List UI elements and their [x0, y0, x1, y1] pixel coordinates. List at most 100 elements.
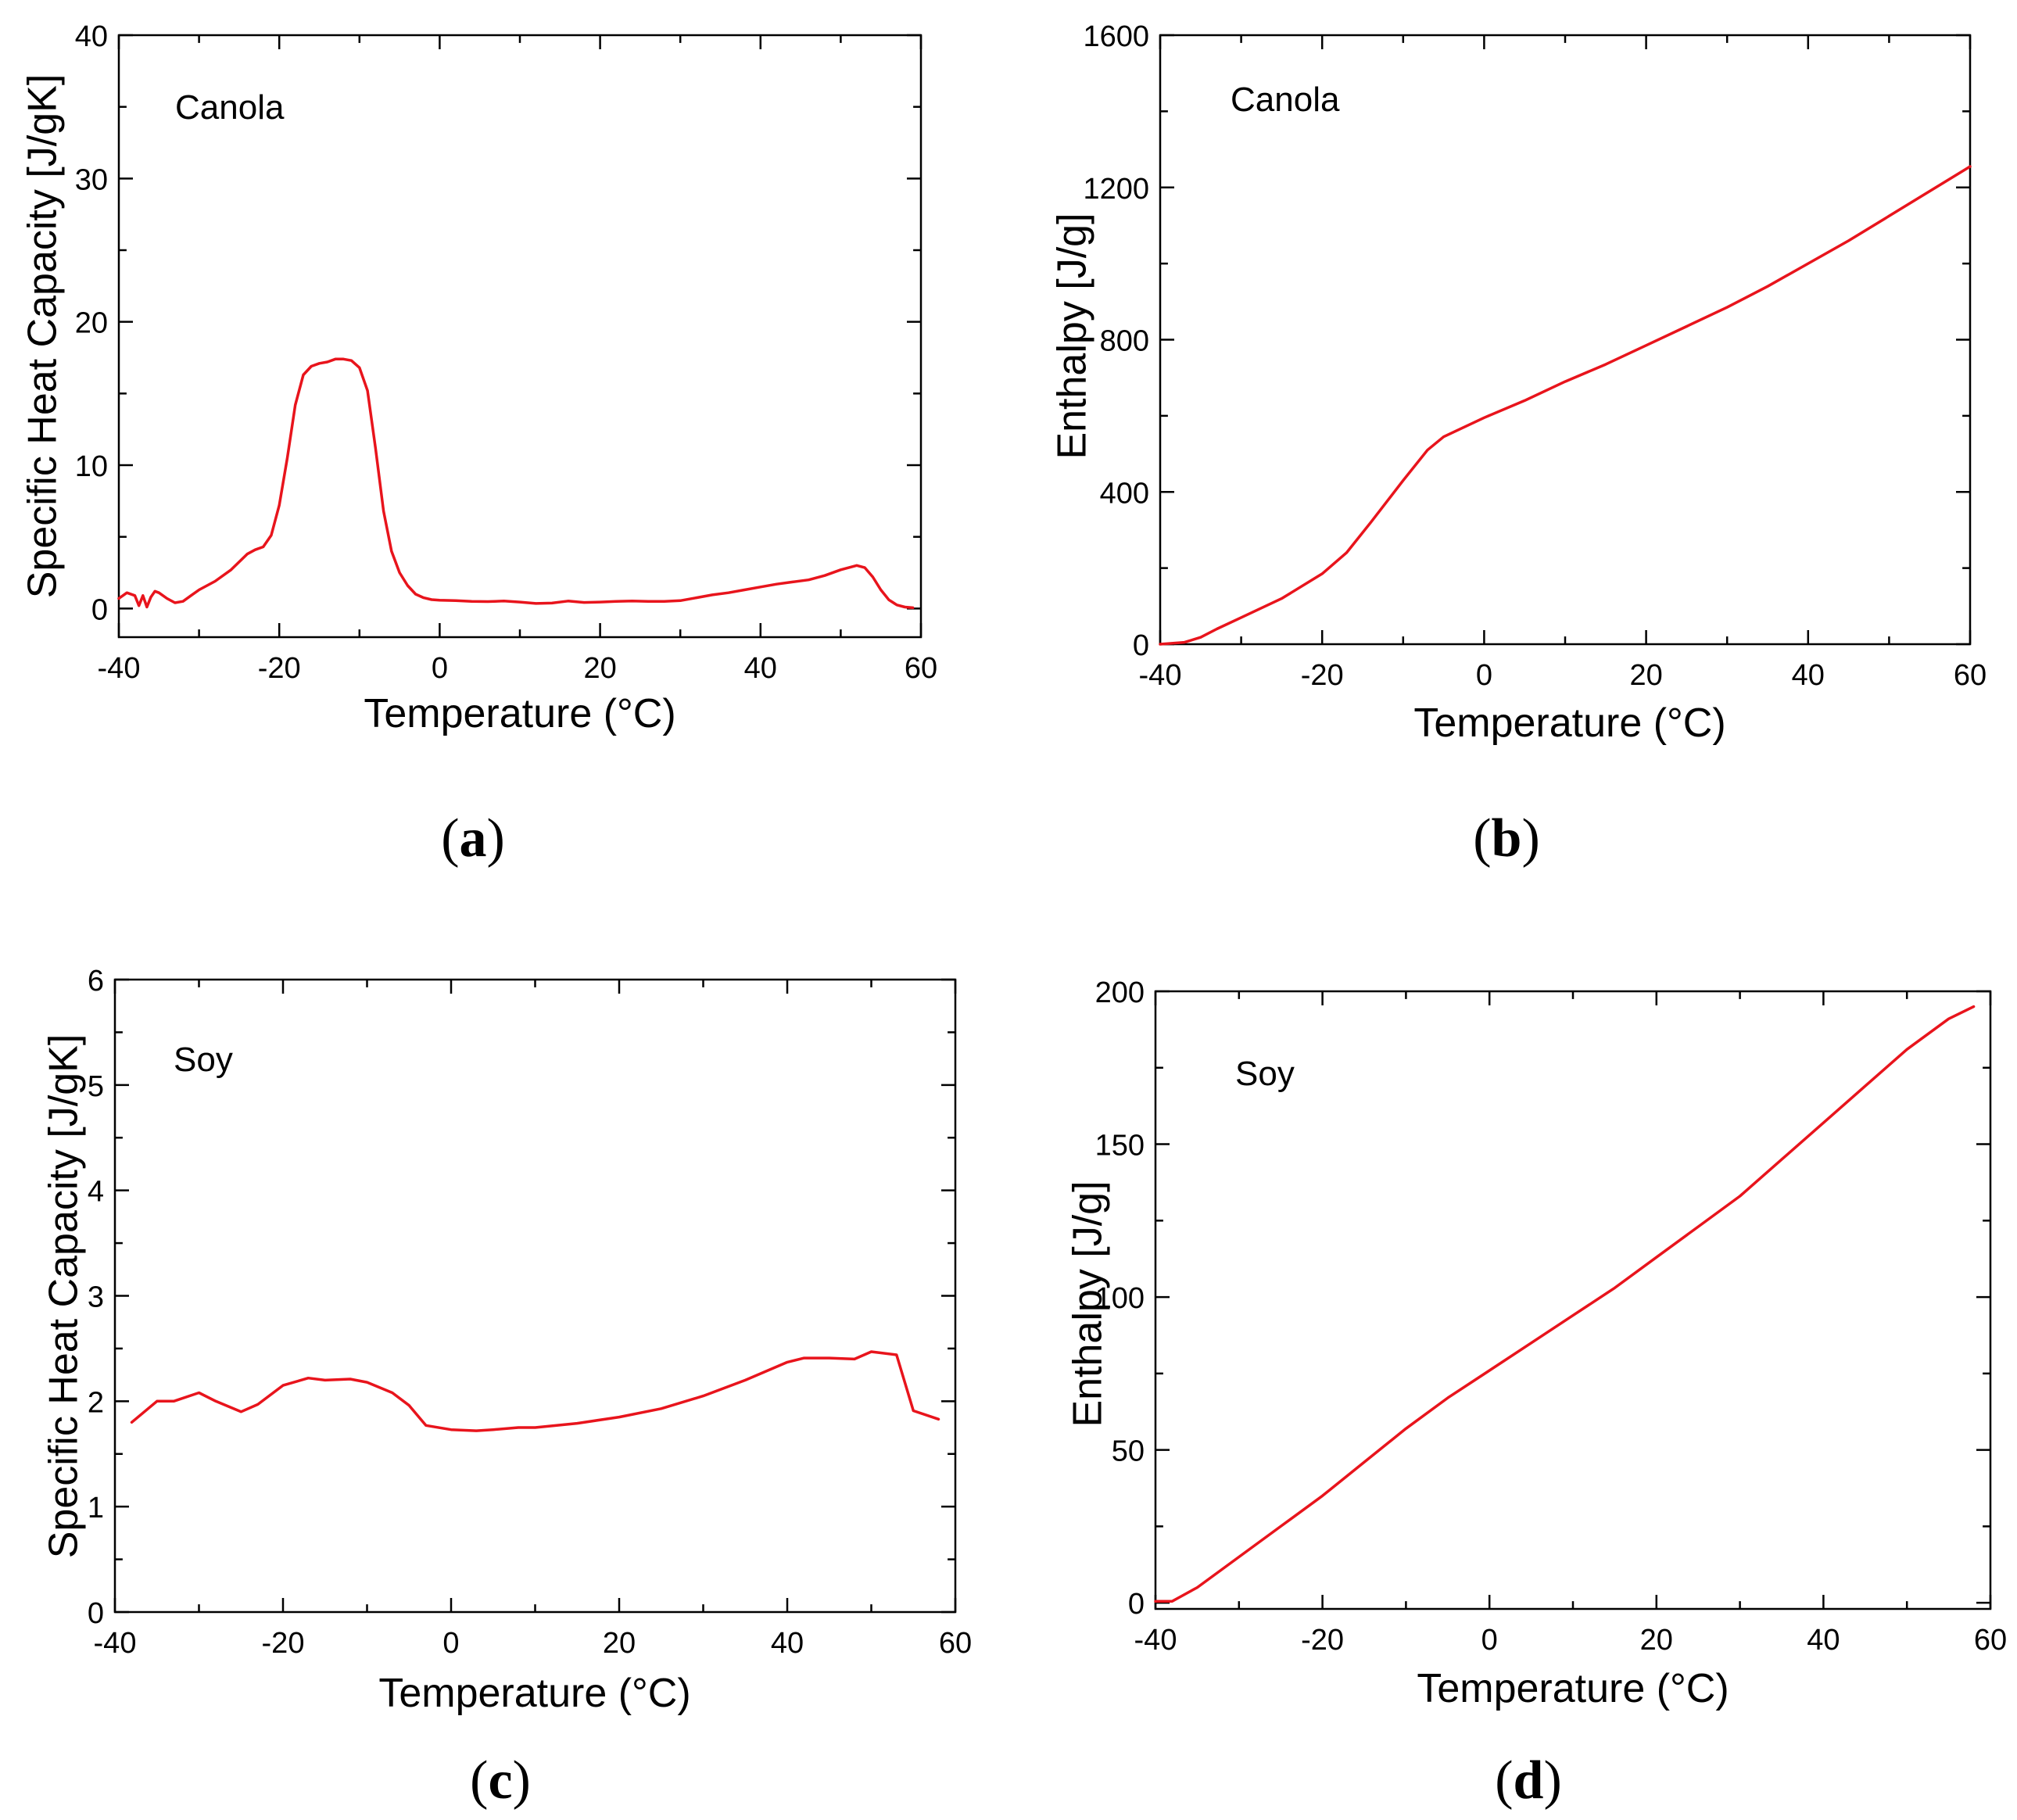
panel-a-data-point	[880, 589, 881, 590]
panel-c-data-layer	[130, 1350, 940, 1432]
panel-b-data-point	[1184, 642, 1185, 643]
panel-b-data-layer	[1159, 165, 1972, 646]
panel-b-data-point	[1346, 553, 1347, 554]
panel-d-data-point	[1180, 1596, 1181, 1597]
panel-b-x-tick-label: 60	[1954, 659, 1987, 692]
panel-a-data-point	[872, 577, 873, 578]
panel-a-data-point	[856, 565, 857, 566]
panel-c-x-tick-label: -20	[262, 1627, 305, 1660]
panel-b-data-point	[1484, 417, 1485, 418]
panel-b-label-letter: b	[1492, 808, 1522, 869]
panel-a-x-axis-label: Temperature (°C)	[364, 691, 675, 736]
panel-d-x-tick-label: 60	[1974, 1624, 2007, 1657]
panel-c-label-open: (	[470, 1750, 488, 1811]
panel-a-data-point	[648, 601, 649, 602]
panel-c-ticks: -40 -20 0 20 40 60 0 1 2 3 4 5 6	[88, 965, 972, 1660]
panel-a-data-point	[415, 594, 416, 595]
panel-c-x-tick-label: 0	[442, 1627, 459, 1660]
panel-b-data-point	[1322, 573, 1323, 574]
panel-d-data-point	[1364, 1462, 1365, 1463]
panel-d-data-layer	[1154, 1005, 1976, 1603]
panel-a-data-point	[391, 551, 392, 552]
panel-d-plot-frame	[1154, 990, 1992, 1610]
panel-d-data-point	[1172, 1601, 1173, 1602]
panel-a-x-tick-label: 0	[432, 652, 448, 685]
panel-b-x-tick-label: 40	[1792, 659, 1825, 692]
panel-c-data-point	[745, 1380, 746, 1381]
panel-a-y-tick-label: 0	[91, 593, 108, 626]
panel-a-data-point	[399, 572, 400, 573]
panel-a-x-tick-label: 60	[905, 652, 937, 685]
panel-d-label-letter: d	[1514, 1750, 1544, 1811]
panel-c-x-axis-label: Temperature (°C)	[378, 1671, 690, 1716]
panel-d-x-tick-label: 20	[1640, 1624, 1673, 1657]
panel-d-x-tick-label: 0	[1481, 1624, 1498, 1657]
panel-b-series-line	[1159, 165, 1972, 646]
panel-a-data-point	[423, 597, 424, 598]
panel-d-data-point	[1907, 1049, 1908, 1050]
panel-b-data-point	[1686, 326, 1687, 327]
panel-b-data-point	[1370, 522, 1371, 523]
panel-c-data-point	[896, 1355, 897, 1356]
panel-a-data-point	[183, 601, 184, 602]
panel-d-label-open: (	[1495, 1750, 1513, 1811]
panel-b-data-point	[1605, 364, 1606, 365]
panel-c-y-tick-label: 3	[88, 1281, 104, 1314]
panel-d-annotation: Soy	[1235, 1055, 1295, 1093]
panel-a-data-point	[808, 579, 809, 580]
panel-c-y-tick-label: 5	[88, 1070, 104, 1103]
panel-a-data-point	[664, 601, 665, 602]
panel-a-data-point	[776, 584, 777, 585]
panel-c-data-point	[324, 1380, 325, 1381]
panel-a-data-point	[327, 362, 328, 363]
panel-d-y-tick-label: 0	[1128, 1588, 1145, 1621]
panel-a-data-point	[488, 601, 489, 602]
panel-a-y-tick-label: 30	[75, 163, 108, 196]
panel-a-data-point	[367, 390, 368, 391]
panel-b-label: (b)	[1473, 808, 1540, 869]
panel-b-data-point	[1727, 307, 1728, 308]
panel-c-y-tick-label: 2	[88, 1386, 104, 1419]
panel-a-data-point	[351, 360, 352, 361]
panel-d-x-tick-label: -20	[1301, 1624, 1344, 1657]
panel-a-data-point	[503, 600, 504, 601]
panel-a-data-point	[134, 595, 135, 596]
panel-a-x-tick-label: 40	[744, 652, 777, 685]
panel-a-data-point	[295, 405, 296, 406]
panel-d-chart: -40 -20 0 20 40 60 0 50 100 150 200 Soy Temperatur…	[1066, 976, 2007, 1811]
panel-b-y-tick-label: 400	[1100, 477, 1149, 510]
panel-c-x-tick-label: 40	[771, 1627, 804, 1660]
panel-b-x-tick-label: 20	[1629, 659, 1662, 692]
panel-b-plot-frame	[1159, 34, 1972, 646]
panel-d-data-point	[1197, 1587, 1198, 1588]
panel-a-annotation: Canola	[175, 88, 285, 127]
panel-a-data-point	[696, 597, 697, 598]
panel-c-series-line	[130, 1350, 940, 1432]
panel-a-data-point	[680, 600, 681, 601]
panel-b-y-tick-label: 1200	[1083, 173, 1149, 206]
panel-c-label: (c)	[470, 1750, 531, 1811]
panel-d-data-point	[1155, 1601, 1156, 1602]
panel-d-x-tick-label: 40	[1807, 1624, 1840, 1657]
panel-a-data-point	[155, 591, 156, 592]
panel-a-data-point	[471, 601, 472, 602]
panel-a-series-line	[117, 357, 915, 610]
panel-c-data-point	[425, 1425, 426, 1426]
panel-a-data-point	[174, 603, 175, 604]
panel-b-data-point	[1524, 400, 1525, 401]
panel-d-series-line	[1154, 1005, 1976, 1603]
panel-b-data-point	[1848, 240, 1849, 241]
panel-b-x-tick-label: -20	[1301, 659, 1344, 692]
panel-c-data-point	[854, 1359, 855, 1360]
panel-b-data-point	[1929, 191, 1930, 192]
panel-b-label-open: (	[1473, 808, 1491, 869]
panel-d-y-tick-label: 150	[1095, 1130, 1145, 1163]
panel-a-data-point	[191, 595, 192, 596]
panel-c-data-point	[787, 1362, 788, 1363]
panel-b-data-point	[1889, 216, 1890, 217]
panel-d-label: (d)	[1495, 1750, 1562, 1811]
panel-b-data-point	[1160, 644, 1161, 645]
panel-a-data-point	[744, 589, 745, 590]
panel-b-label-close: )	[1521, 808, 1539, 869]
panel-c-y-tick-label: 1	[88, 1492, 104, 1524]
